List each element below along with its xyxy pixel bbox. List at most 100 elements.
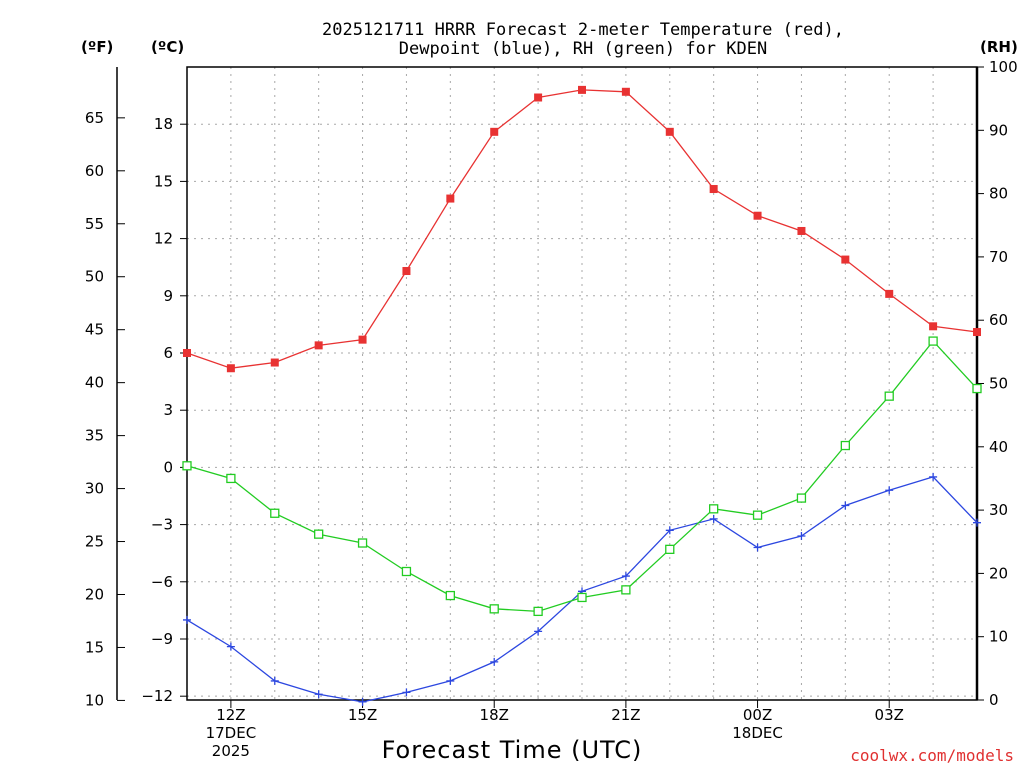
- rh-tick-label: 20: [989, 564, 1008, 582]
- temperature-point: [402, 267, 411, 276]
- rh-point: [752, 510, 763, 520]
- rh-point: [665, 544, 675, 554]
- fahrenheit-tick-label: 60: [85, 162, 104, 180]
- celsius-tick-label: 18: [154, 115, 173, 133]
- fahrenheit-tick-label: 20: [85, 586, 104, 604]
- temperature-point: [973, 328, 981, 337]
- rh-point: [314, 529, 324, 539]
- dewpoint-point: [753, 543, 762, 552]
- rh-tick-label: 50: [989, 375, 1008, 393]
- rh-tick-label: 0: [989, 691, 999, 709]
- celsius-tick-label: −9: [151, 630, 173, 648]
- dewpoint-point: [358, 697, 367, 706]
- temperature-point: [797, 226, 806, 235]
- dewpoint-point: [490, 657, 499, 666]
- rh-tick-label: 90: [989, 121, 1008, 139]
- rh-point: [533, 606, 543, 617]
- dewpoint-point: [402, 688, 411, 697]
- dewpoint-point: [446, 676, 455, 685]
- rh-point: [621, 585, 631, 595]
- x-tick-label: 12Z: [216, 706, 245, 724]
- fahrenheit-unit-label: (ºF): [81, 38, 113, 56]
- fahrenheit-tick-label: 15: [85, 638, 104, 656]
- x-tick-label: 21Z: [611, 706, 640, 724]
- x-tick-label: 17DEC: [206, 724, 257, 742]
- rh-tick-label: 60: [989, 311, 1008, 329]
- rh-point: [972, 383, 982, 394]
- rh-point: [445, 590, 455, 601]
- dewpoint-point: [797, 532, 806, 541]
- temperature-point: [534, 93, 543, 102]
- temperature-point: [270, 358, 279, 367]
- fahrenheit-tick-label: 50: [85, 268, 104, 286]
- dewpoint-point: [183, 615, 191, 624]
- temperature-point: [885, 289, 894, 298]
- chart-subtitle: Dewpoint (blue), RH (green) for KDEN: [399, 39, 767, 59]
- celsius-tick-label: −6: [151, 573, 173, 591]
- fahrenheit-tick-label: 45: [85, 321, 104, 339]
- rh-point: [884, 391, 894, 401]
- celsius-tick-label: −12: [141, 687, 173, 705]
- credit-text: coolwx.com/models: [850, 746, 1014, 765]
- x-axis-label: Forecast Time (UTC): [382, 736, 643, 764]
- rh-unit-label: (RH): [980, 38, 1018, 56]
- fahrenheit-tick-label: 10: [85, 691, 104, 709]
- rh-point: [928, 336, 938, 346]
- rh-tick-label: 80: [989, 185, 1008, 203]
- dewpoint-point: [841, 501, 850, 510]
- celsius-tick-label: −3: [151, 516, 173, 534]
- celsius-tick-label: 15: [154, 172, 173, 190]
- data-series: [182, 85, 982, 706]
- rh-point: [357, 538, 368, 548]
- temperature-point: [358, 335, 367, 344]
- grid-lines: [187, 67, 977, 700]
- temperature-point: [446, 194, 455, 203]
- dewpoint-point: [621, 572, 630, 581]
- x-tick-label: 15Z: [348, 706, 377, 724]
- x-tick-label: 00Z: [743, 706, 772, 724]
- x-tick-label: 03Z: [875, 706, 904, 724]
- rh-tick-label: 40: [989, 438, 1008, 456]
- dewpoint-point: [534, 627, 543, 636]
- x-tick-label: 18DEC: [732, 724, 783, 742]
- temperature-point: [578, 85, 586, 94]
- rh-point: [226, 473, 236, 484]
- rh-point: [182, 461, 192, 471]
- temperature-point: [183, 348, 191, 357]
- dewpoint-point: [709, 514, 718, 523]
- rh-point: [577, 592, 587, 603]
- rh-point: [489, 604, 499, 614]
- rh-tick-label: 70: [989, 248, 1008, 266]
- fahrenheit-tick-label: 65: [85, 109, 104, 127]
- axis-ticks: 1815129630−3−6−9−12656055504540353025201…: [85, 58, 1018, 760]
- rh-line: [186, 340, 978, 613]
- celsius-tick-label: 9: [163, 287, 173, 305]
- dewpoint-point: [929, 472, 938, 481]
- dewpoint-point: [973, 518, 981, 527]
- fahrenheit-tick-label: 30: [85, 480, 104, 498]
- fahrenheit-tick-label: 40: [85, 374, 104, 392]
- temperature-point: [929, 322, 938, 331]
- temperature-point: [621, 87, 630, 96]
- temperature-point: [709, 185, 718, 194]
- temperature-point: [665, 127, 674, 136]
- rh-point: [840, 440, 850, 451]
- dewpoint-point: [314, 690, 323, 699]
- rh-point: [270, 508, 280, 518]
- x-tick-label: 2025: [212, 742, 250, 760]
- rh-point: [401, 566, 412, 577]
- dewpoint-point: [885, 486, 894, 495]
- temperature-point: [490, 127, 499, 136]
- temperature-point: [226, 364, 235, 373]
- rh-tick-label: 100: [989, 58, 1018, 76]
- dewpoint-point: [226, 642, 235, 651]
- fahrenheit-tick-label: 55: [85, 215, 104, 233]
- chart-title: 2025121711 HRRR Forecast 2-meter Tempera…: [322, 20, 844, 40]
- celsius-tick-label: 12: [154, 230, 173, 248]
- celsius-unit-label: (ºC): [151, 38, 184, 56]
- celsius-tick-label: 3: [163, 401, 173, 419]
- rh-point: [796, 493, 807, 503]
- rh-tick-label: 30: [989, 501, 1008, 519]
- dewpoint-point: [270, 676, 279, 685]
